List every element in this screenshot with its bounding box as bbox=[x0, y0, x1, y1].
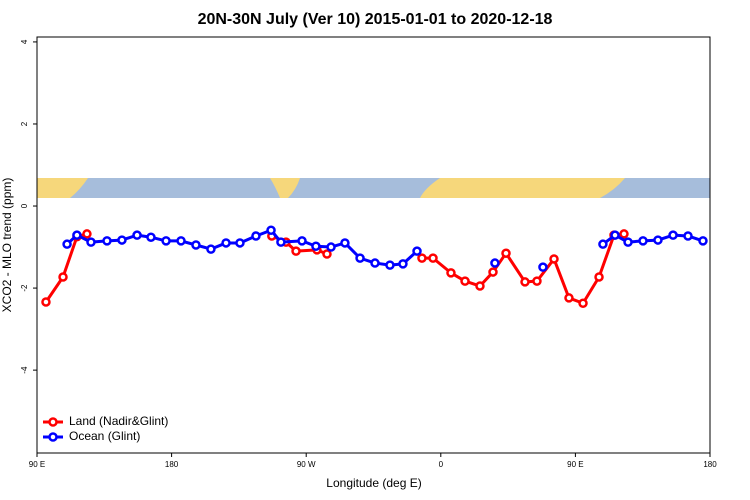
y-axis-label: XCO2 - MLO trend (ppm) bbox=[0, 178, 14, 313]
data-point bbox=[276, 237, 286, 247]
data-point bbox=[132, 230, 142, 240]
data-point bbox=[653, 235, 663, 245]
data-point bbox=[41, 297, 51, 307]
data-point bbox=[398, 259, 408, 269]
data-point bbox=[266, 225, 276, 235]
data-point bbox=[340, 238, 350, 248]
x-axis-label: Longitude (deg E) bbox=[326, 476, 421, 490]
data-point bbox=[417, 253, 427, 263]
data-point bbox=[520, 277, 530, 287]
data-point bbox=[72, 230, 82, 240]
data-point bbox=[291, 246, 301, 256]
data-point bbox=[623, 237, 633, 247]
x-tick-label: 180 bbox=[703, 460, 717, 469]
data-point bbox=[385, 260, 395, 270]
data-point bbox=[86, 237, 96, 247]
data-point bbox=[161, 236, 171, 246]
data-point bbox=[58, 272, 68, 282]
x-tick-label: 90 W bbox=[297, 460, 316, 469]
y-tick-label: -4 bbox=[20, 366, 29, 374]
data-point bbox=[501, 248, 511, 258]
data-point bbox=[117, 235, 127, 245]
data-point bbox=[488, 267, 498, 277]
x-tick-label: 90 E bbox=[567, 460, 583, 469]
data-point bbox=[251, 231, 261, 241]
data-point bbox=[82, 229, 92, 239]
data-point bbox=[428, 253, 438, 263]
y-tick-label: 2 bbox=[20, 121, 29, 126]
y-tick-label: 4 bbox=[20, 39, 29, 44]
data-point bbox=[206, 244, 216, 254]
data-point bbox=[532, 276, 542, 286]
data-point bbox=[370, 258, 380, 268]
legend-label: Ocean (Glint) bbox=[69, 429, 140, 443]
data-point bbox=[683, 231, 693, 241]
y-tick-label: -2 bbox=[20, 284, 29, 292]
data-point bbox=[490, 258, 500, 268]
data-point bbox=[355, 253, 365, 263]
x-tick-label: 180 bbox=[165, 460, 179, 469]
data-point bbox=[146, 232, 156, 242]
data-point bbox=[446, 268, 456, 278]
data-point bbox=[326, 242, 336, 252]
x-tick-label: 90 E bbox=[29, 460, 45, 469]
data-point bbox=[221, 238, 231, 248]
data-point bbox=[191, 240, 201, 250]
y-tick-label: 0 bbox=[20, 203, 29, 208]
data-point bbox=[668, 230, 678, 240]
legend-marker bbox=[48, 417, 58, 427]
map-strip bbox=[37, 178, 710, 198]
data-point bbox=[578, 298, 588, 309]
plot-frame bbox=[36, 36, 711, 454]
data-point bbox=[610, 230, 620, 240]
data-point bbox=[460, 276, 470, 286]
data-point bbox=[412, 246, 422, 256]
data-point bbox=[102, 236, 112, 246]
data-point bbox=[564, 293, 574, 303]
data-point bbox=[311, 241, 321, 251]
data-point bbox=[598, 239, 608, 249]
x-tick-label: 0 bbox=[439, 460, 444, 469]
chart-title: 20N-30N July (Ver 10) 2015-01-01 to 2020… bbox=[198, 11, 553, 28]
data-point bbox=[538, 262, 548, 272]
data-point bbox=[638, 236, 648, 246]
data-point bbox=[235, 238, 245, 248]
data-point bbox=[322, 249, 332, 259]
legend-marker bbox=[48, 432, 58, 442]
data-point bbox=[62, 239, 72, 249]
data-point bbox=[549, 254, 559, 264]
data-point bbox=[475, 281, 485, 291]
data-point bbox=[176, 236, 186, 246]
data-point bbox=[619, 229, 629, 239]
data-point bbox=[698, 236, 708, 246]
data-point bbox=[594, 272, 604, 282]
legend-label: Land (Nadir&Glint) bbox=[69, 414, 168, 428]
data-point bbox=[297, 236, 307, 246]
